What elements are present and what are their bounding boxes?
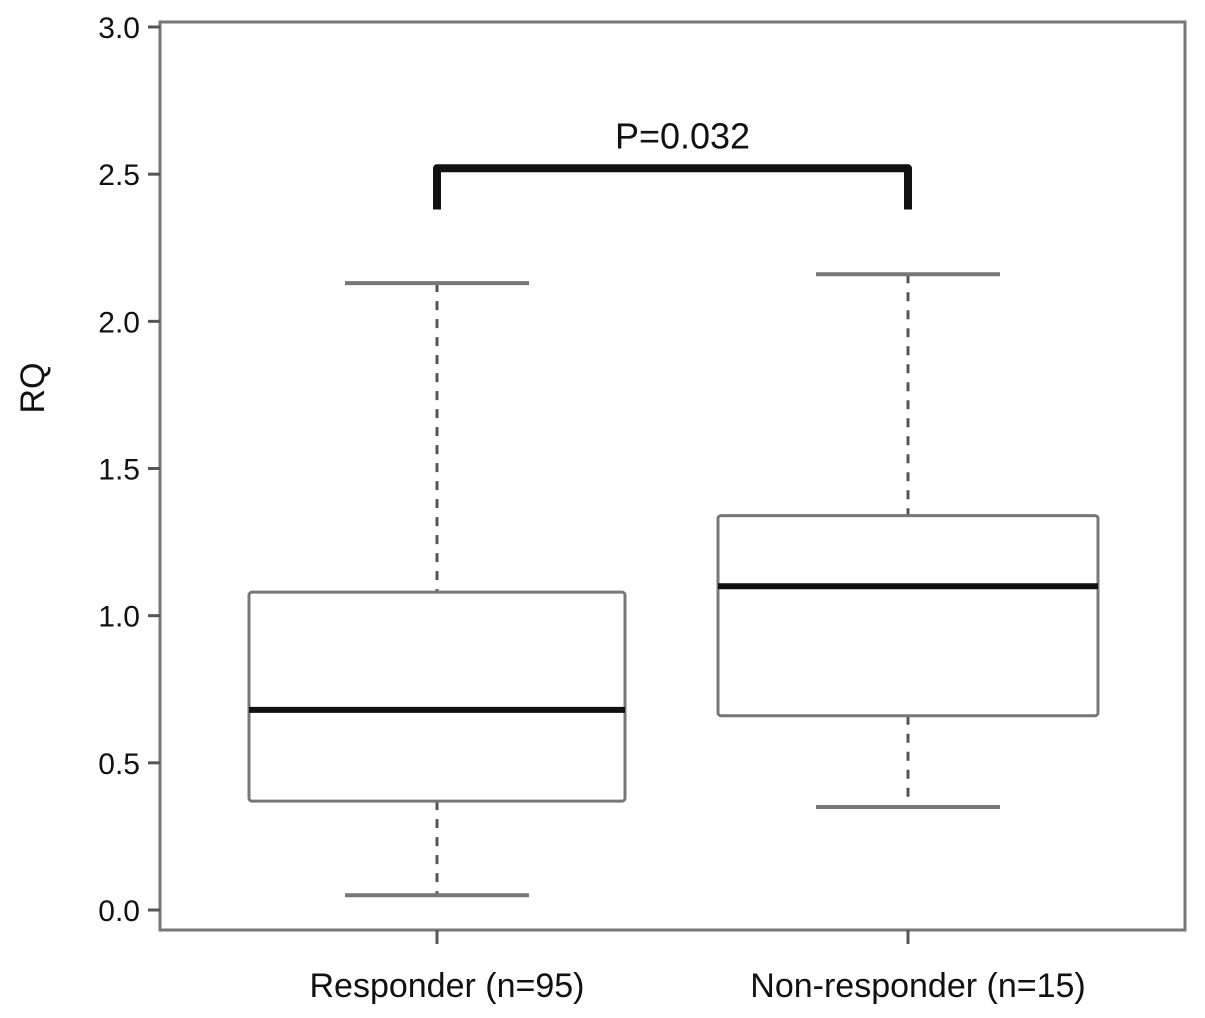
significance-annotations: P=0.032 bbox=[433, 115, 912, 210]
p-value-label: P=0.032 bbox=[615, 115, 750, 156]
y-tick-label: 0.5 bbox=[98, 748, 140, 781]
significance-bracket bbox=[433, 164, 912, 210]
x-category-label: Non-responder (n=15) bbox=[750, 967, 1085, 1005]
iqr-box bbox=[247, 590, 627, 803]
box-series bbox=[247, 272, 1100, 898]
box-non-responder bbox=[716, 272, 1100, 809]
plot-frame bbox=[158, 20, 1187, 932]
y-tick-label: 1.5 bbox=[98, 454, 140, 487]
iqr-box bbox=[716, 514, 1100, 718]
y-tick-label: 1.0 bbox=[98, 601, 140, 634]
x-axis-ticks: Responder (n=95) Non-responder (n=15) bbox=[309, 930, 1086, 1005]
y-tick-label: 2.0 bbox=[98, 306, 140, 339]
y-axis-ticks: 0.0 0.5 1.0 1.5 2.0 2.5 3.0 bbox=[98, 12, 160, 928]
y-tick-label: 0.0 bbox=[98, 895, 140, 928]
box-responder bbox=[247, 281, 627, 898]
x-category-label: Responder (n=95) bbox=[309, 967, 584, 1005]
y-axis-title: RQ bbox=[14, 363, 52, 414]
y-tick-label: 2.5 bbox=[98, 159, 140, 192]
y-tick-label: 3.0 bbox=[98, 12, 140, 45]
